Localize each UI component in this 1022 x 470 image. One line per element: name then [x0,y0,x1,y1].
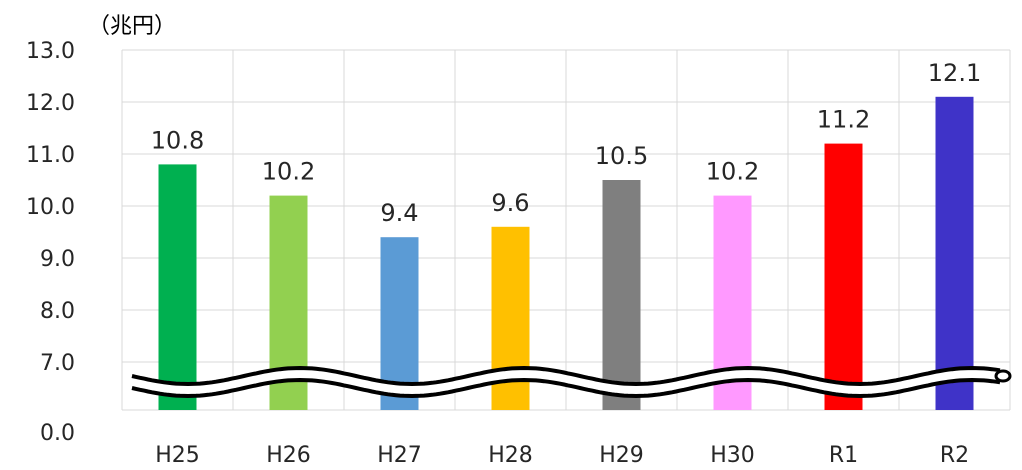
y-tick-label: 0.0 [40,421,75,446]
y-tick-label: 7.0 [40,351,75,376]
y-tick-label: 10.0 [26,195,75,220]
y-tick-label: 8.0 [40,299,75,324]
data-label: 10.2 [262,158,315,186]
break-line-lower [131,377,1001,399]
x-tick-label: H27 [377,443,422,468]
x-tick-label: R2 [940,443,969,468]
x-tick-label: H26 [266,443,311,468]
x-tick-label: H29 [599,443,644,468]
break-line-upper [131,365,1001,387]
data-label: 10.2 [706,158,759,186]
bar-R2 [935,96,974,411]
break-end-cap [994,369,1012,383]
x-tick-label: R1 [829,443,858,468]
y-tick-label: 11.0 [26,143,75,168]
y-axis-ticks: 13.0 12.0 11.0 10.0 9.0 8.0 7.0 0.0 [26,39,75,446]
x-axis-categories: H25 H26 H27 H28 H29 H30 R1 R2 [155,443,969,468]
axis-break-mark [131,365,1012,399]
gridlines [121,49,1011,411]
y-tick-label: 13.0 [26,39,75,64]
x-tick-label: H25 [155,443,200,468]
y-tick-label: 12.0 [26,91,75,116]
data-label: 10.5 [595,142,648,170]
data-label: 9.4 [380,199,418,227]
data-label: 9.6 [491,189,529,217]
y-tick-label: 9.0 [40,247,75,272]
bar-R1 [824,143,863,410]
x-tick-label: H30 [710,443,755,468]
unit-label: （兆円） [88,14,176,39]
data-label: 11.2 [817,106,870,134]
bar-H29 [602,180,641,410]
data-label: 12.1 [928,59,981,87]
data-labels: 10.8 10.2 9.4 9.6 10.5 10.2 11.2 12.1 [151,59,981,227]
bar-H25 [158,164,197,410]
data-label: 10.8 [151,126,204,154]
x-tick-label: H28 [488,443,533,468]
